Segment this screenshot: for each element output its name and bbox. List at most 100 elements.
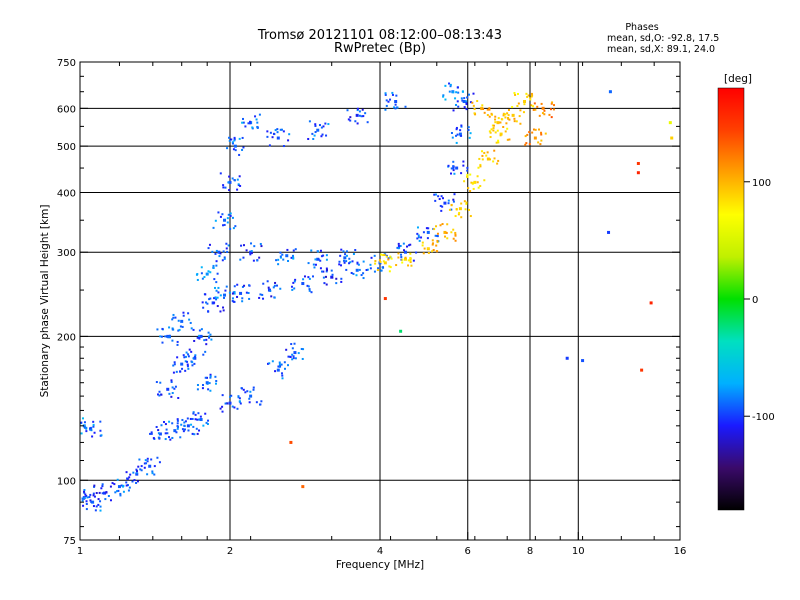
scatter-echo bbox=[449, 85, 452, 88]
scatter-echo bbox=[528, 143, 531, 146]
data-point bbox=[394, 100, 398, 104]
scatter-echo bbox=[208, 298, 211, 301]
scatter-echo bbox=[362, 115, 365, 118]
scatter-echo bbox=[223, 296, 226, 299]
scatter-echo bbox=[364, 112, 367, 115]
scatter-echo bbox=[340, 264, 343, 267]
scatter-echo bbox=[469, 173, 472, 176]
scatter-echo bbox=[366, 268, 369, 271]
scatter-echo bbox=[345, 260, 348, 263]
scatter-echo bbox=[171, 386, 174, 389]
scatter-echo bbox=[266, 135, 269, 138]
scatter-echo bbox=[279, 256, 282, 259]
scatter-echo bbox=[224, 186, 227, 189]
scatter-echo bbox=[228, 139, 231, 142]
scatter-echo bbox=[452, 169, 455, 172]
scatter-echo bbox=[530, 92, 533, 95]
scatter-echo bbox=[476, 181, 479, 184]
scatter-echo bbox=[233, 136, 236, 139]
scatter-echo bbox=[280, 363, 283, 366]
scatter-echo bbox=[248, 397, 251, 400]
scatter-echo bbox=[294, 357, 297, 360]
scatter-echo bbox=[387, 258, 390, 261]
scatter-echo bbox=[342, 259, 345, 262]
scatter-echo bbox=[324, 275, 327, 278]
scatter-echo bbox=[432, 249, 435, 252]
scatter-echo bbox=[486, 151, 489, 154]
scatter-echo bbox=[449, 83, 452, 86]
scatter-echo bbox=[513, 117, 516, 120]
scatter-echo bbox=[283, 367, 286, 370]
scatter-echo bbox=[524, 143, 527, 146]
scatter-echo bbox=[393, 106, 396, 109]
scatter-echo bbox=[459, 129, 462, 132]
scatter-echo bbox=[183, 421, 186, 424]
scatter-echo bbox=[186, 363, 189, 366]
scatter-echo bbox=[236, 407, 239, 410]
scatter-echo bbox=[479, 184, 482, 187]
scatter-echo bbox=[441, 223, 444, 226]
scatter-echo bbox=[365, 268, 368, 271]
scatter-echo bbox=[214, 382, 217, 385]
scatter-echo bbox=[525, 92, 528, 95]
scatter-echo bbox=[494, 121, 497, 124]
scatter-echo bbox=[177, 319, 180, 322]
scatter-echo bbox=[313, 266, 316, 269]
scatter-echo bbox=[215, 281, 218, 284]
x-tick-label: 8 bbox=[527, 546, 533, 557]
scatter-echo bbox=[366, 121, 369, 124]
scatter-echo bbox=[529, 98, 532, 101]
scatter-echo bbox=[222, 186, 225, 189]
scatter-echo bbox=[536, 105, 539, 108]
scatter-echo bbox=[325, 254, 328, 257]
scatter-echo bbox=[462, 164, 465, 167]
scatter-echo bbox=[402, 242, 405, 245]
colorbar-label: [deg] bbox=[724, 73, 752, 85]
scatter-echo bbox=[276, 284, 279, 287]
y-axis-ticks: 75 100 200 300 400 500 600 750 bbox=[57, 58, 680, 547]
scatter-echo bbox=[99, 500, 102, 503]
scatter-echo bbox=[496, 129, 499, 132]
scatter-echo bbox=[216, 305, 219, 308]
scatter-echo bbox=[247, 122, 250, 125]
scatter-echo bbox=[262, 297, 265, 300]
scatter-echo bbox=[193, 362, 196, 365]
scatter-echo bbox=[185, 351, 188, 354]
scatter-echo bbox=[169, 438, 172, 441]
data-point bbox=[301, 485, 305, 489]
scatter-echo bbox=[504, 113, 507, 116]
data-point bbox=[249, 394, 253, 398]
data-point bbox=[403, 250, 407, 254]
scatter-echo bbox=[441, 205, 444, 208]
scatter-echo bbox=[223, 257, 226, 260]
scatter-echo bbox=[539, 143, 542, 146]
scatter-echo bbox=[88, 496, 91, 499]
scatter-echo bbox=[132, 471, 135, 474]
scatter-echo bbox=[226, 250, 229, 253]
scatter-echo bbox=[204, 293, 207, 296]
scatter-echo bbox=[242, 388, 245, 391]
scatter-echo bbox=[172, 313, 175, 316]
scatter-echo bbox=[356, 109, 359, 112]
scatter-echo bbox=[497, 117, 500, 120]
data-point bbox=[670, 136, 674, 140]
scatter-echo bbox=[497, 141, 500, 144]
scatter-echo bbox=[374, 260, 377, 263]
scatter-echo bbox=[215, 289, 218, 292]
scatter-echo bbox=[266, 280, 269, 283]
scatter-echo bbox=[446, 237, 449, 240]
scatter-echo bbox=[247, 292, 250, 295]
scatter-echo bbox=[214, 252, 217, 255]
scatter-echo bbox=[127, 489, 130, 492]
scatter-echo bbox=[100, 434, 103, 437]
scatter-echo bbox=[532, 105, 535, 108]
scatter-echo bbox=[327, 123, 330, 126]
scatter-echo bbox=[463, 200, 466, 203]
scatter-echo bbox=[460, 202, 463, 205]
y-tick-label: 400 bbox=[57, 188, 76, 199]
scatter-echo bbox=[276, 131, 279, 134]
scatter-echo bbox=[319, 267, 322, 270]
scatter-echo bbox=[100, 487, 103, 490]
scatter-echo bbox=[308, 120, 311, 123]
scatter-echo bbox=[268, 144, 271, 147]
